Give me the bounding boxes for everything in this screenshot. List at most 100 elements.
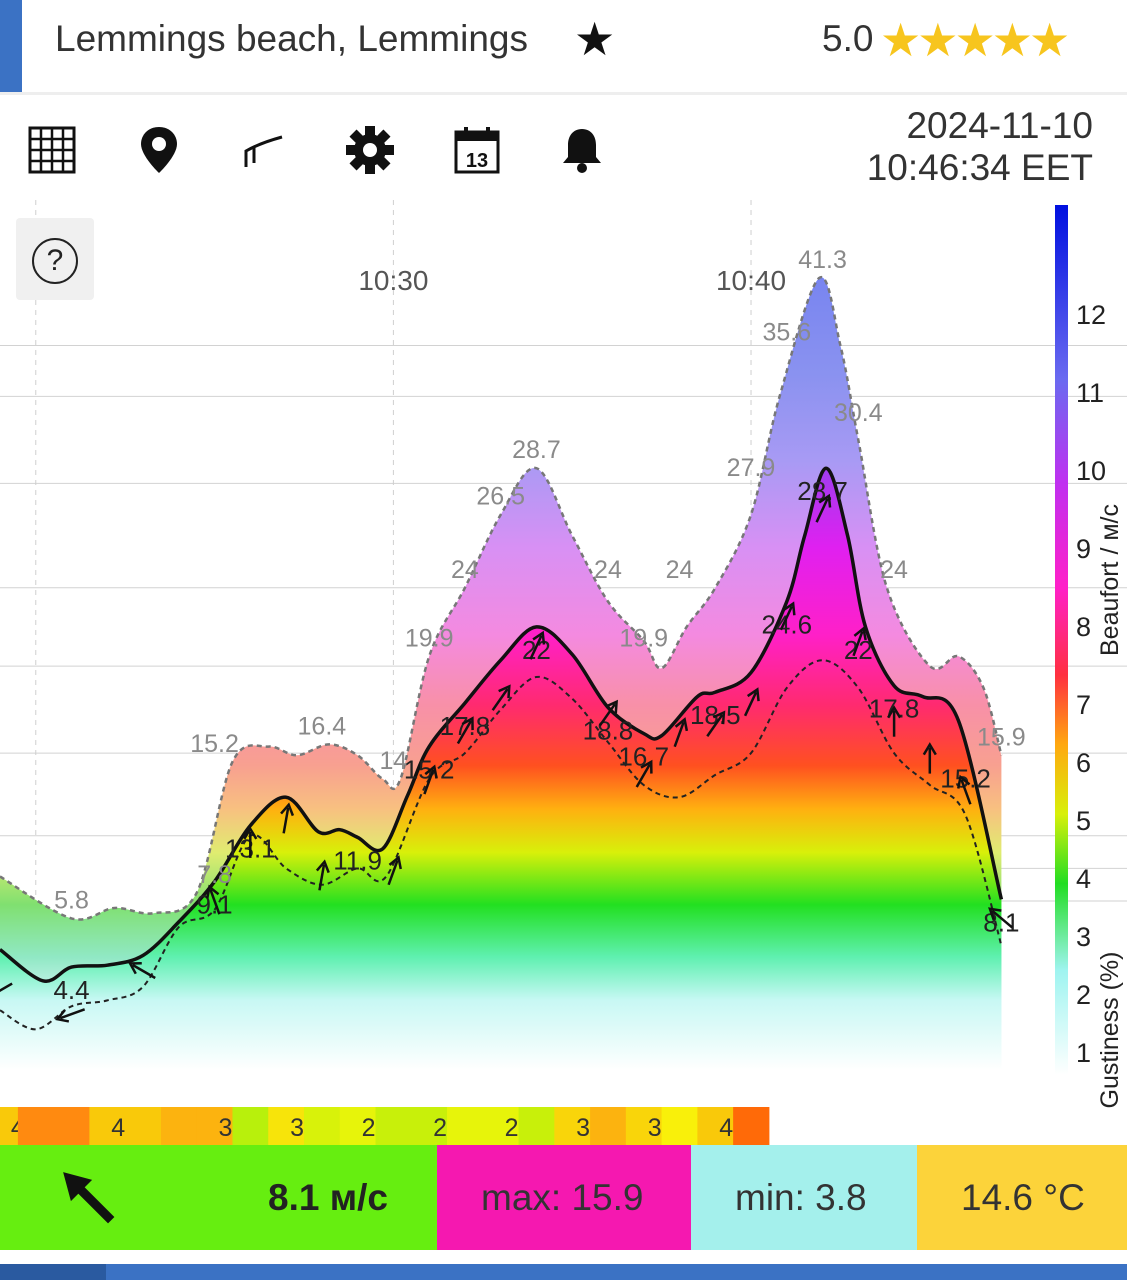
gust-label: 15.9 [977, 723, 1026, 751]
beaufort-tick: 1 [1076, 1038, 1091, 1068]
gustiness-cell [411, 1107, 448, 1145]
gustiness-strip: 4493931292525363442 [0, 1107, 770, 1145]
gustiness-cell [89, 1107, 126, 1145]
beaufort-scale-bar [1055, 205, 1068, 1075]
gustiness-cell [554, 1107, 591, 1145]
gust-label: 24 [594, 556, 622, 584]
direction-arrow [206, 884, 221, 915]
gust-label: 24 [666, 556, 694, 584]
beaufort-tick: 7 [1076, 690, 1091, 720]
direction-arrow [922, 742, 937, 774]
direction-arrow [988, 907, 1013, 929]
gustiness-cell [625, 1107, 663, 1145]
gustiness-cell [518, 1107, 555, 1145]
beaufort-tick: 6 [1076, 748, 1091, 778]
gust-label: 14 [379, 747, 407, 775]
min-cell: min: 3.8 [691, 1145, 917, 1250]
average-label: 28.7 [797, 476, 848, 506]
gust-label: 19.9 [405, 624, 454, 652]
beaufort-tick: 12 [1076, 300, 1106, 330]
direction-arrow [387, 855, 402, 886]
gustiness-cell [482, 1107, 520, 1145]
bottom-nav-active[interactable] [0, 1264, 106, 1280]
calendar-day-label: 13 [466, 150, 488, 172]
gust-label: 24 [880, 556, 908, 584]
beaufort-tick: 11 [1076, 378, 1104, 408]
top-bar: Lemmings beach, Lemmings ★ 5.0 ★★★★★ [0, 0, 1127, 92]
time-label: 10:30 [358, 265, 428, 296]
gust-label: 30.4 [834, 399, 883, 427]
gustiness-cell [160, 1107, 198, 1145]
direction-arrow [887, 705, 902, 737]
direction-arrow [635, 759, 653, 788]
direction-arrow [743, 687, 760, 717]
average-label: 17.8 [440, 711, 491, 741]
gear-icon[interactable] [345, 125, 395, 175]
direction-arrow [598, 699, 618, 727]
gustiness-cell [17, 1107, 55, 1145]
beaufort-tick: 4 [1076, 864, 1091, 894]
direction-arrow [957, 774, 972, 805]
direction-arrow [55, 1008, 86, 1023]
average-label: 4.4 [53, 975, 89, 1005]
header-divider [0, 92, 1127, 95]
gustiness-cell [339, 1107, 377, 1145]
date-label: 2024-11-10 [906, 105, 1093, 146]
average-label: 24.6 [761, 610, 812, 640]
average-speed-area [0, 468, 1002, 1075]
current-conditions-bar: 8.1 м/с max: 15.9 min: 3.8 14.6 °C [0, 1145, 1127, 1250]
gust-label: 41.3 [798, 246, 847, 274]
direction-arrow [243, 826, 258, 858]
speed-value: 8.1 м/с [268, 1177, 388, 1218]
direction-arrow [315, 859, 330, 891]
direction-arrow [491, 684, 511, 711]
gust-value-labels: 5.8 7.8 15.2 16.4 14 19.9 24 26.5 28.7 24 19.9 24 27… [54, 246, 1026, 914]
direction-arrow [779, 601, 796, 631]
measure-icon[interactable] [240, 125, 290, 175]
rating-stars[interactable]: ★★★★★ [880, 14, 1070, 66]
gustiness-cell [53, 1107, 90, 1145]
gust-label: 35.6 [762, 319, 811, 347]
rating-value: 5.0 [822, 18, 874, 59]
average-label: 11.9 [333, 845, 382, 875]
spot-title: Lemmings beach, Lemmings [55, 18, 528, 59]
gustiness-cell [0, 1107, 19, 1145]
grid-icon[interactable] [28, 125, 78, 175]
speed-cell[interactable]: 8.1 м/с [0, 1145, 437, 1250]
gustiness-cell [447, 1107, 484, 1145]
bell-icon[interactable] [557, 125, 607, 175]
gustiness-cell [590, 1107, 627, 1145]
beaufort-tick: 5 [1076, 806, 1091, 836]
direction-arrow [529, 630, 546, 660]
bottom-nav-bar[interactable] [0, 1264, 1127, 1280]
direction-arrow [128, 962, 156, 980]
gust-label: 27.9 [727, 454, 776, 482]
help-button[interactable]: ? [16, 218, 94, 300]
beaufort-tick: 9 [1076, 534, 1091, 564]
temperature-value: 14.6 °C [961, 1177, 1085, 1218]
calendar-icon[interactable]: 13 [452, 125, 502, 175]
gustiness-cell [375, 1107, 412, 1145]
min-value: min: 3.8 [735, 1177, 867, 1218]
average-label: 8.1 [983, 907, 1019, 937]
gust-label: 26.5 [476, 483, 525, 511]
beaufort-tick: 2 [1076, 980, 1091, 1010]
direction-arrow [456, 716, 474, 745]
max-value: max: 15.9 [481, 1177, 644, 1218]
y-axis-label: Beaufort / м/с [1096, 504, 1124, 656]
gust-label: 28.7 [512, 436, 561, 464]
gustiness-cell [196, 1107, 233, 1145]
location-pin-icon[interactable] [134, 125, 184, 175]
gustiness-cell [661, 1107, 698, 1145]
direction-arrows [0, 493, 1013, 1023]
star-icon[interactable]: ★ [574, 13, 616, 65]
direction-arrow [706, 710, 726, 737]
gustiness-cell [303, 1107, 341, 1145]
beaufort-tick: 8 [1076, 612, 1091, 642]
gust-label: 24 [451, 556, 479, 584]
direction-arrow [423, 764, 438, 795]
menu-accent-tab[interactable] [0, 0, 22, 92]
gustiness-axis-label: Gustiness (%) [1096, 952, 1124, 1109]
